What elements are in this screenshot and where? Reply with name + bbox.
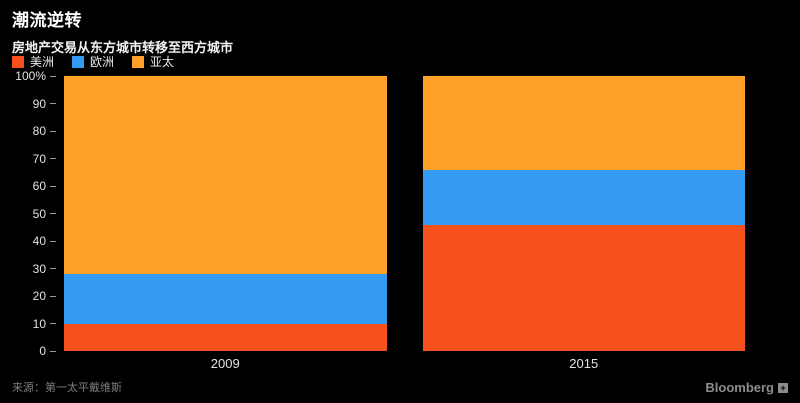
y-tick-mark: [50, 185, 56, 187]
y-tick: 70: [14, 152, 56, 166]
y-tick: 30: [14, 262, 56, 276]
y-tick-label: 60: [32, 179, 46, 193]
y-tick-mark: [50, 103, 56, 104]
chart-header: 潮流逆转 房地产交易从东方城市转移至西方城市: [12, 6, 233, 56]
bar-segment-美洲: [422, 224, 745, 351]
y-tick-label: 70: [32, 151, 46, 166]
y-axis: 0 10 20 30 40 50 60 70 80 90 100%: [0, 69, 56, 358]
bar-segment-亚太: [64, 76, 387, 274]
y-tick-mark: [50, 268, 56, 269]
y-tick-label: 40: [32, 234, 46, 248]
y-tick: 20: [14, 289, 56, 303]
legend-label: 欧洲: [90, 55, 115, 69]
y-tick-mark: [50, 213, 56, 214]
bar-segment-亚太: [422, 76, 745, 170]
stacked-bar-2009: [64, 76, 387, 351]
source-text: 来源：第一太平戴维斯: [12, 382, 122, 394]
y-tick-label: 10: [32, 316, 46, 331]
y-tick-label: 90: [32, 96, 46, 111]
legend-label: 亚太: [150, 55, 175, 69]
y-tick-label: 30: [32, 261, 46, 276]
legend-item: 欧洲: [72, 53, 114, 70]
y-tick: 100%: [14, 69, 56, 83]
y-tick: 80: [14, 124, 56, 138]
x-axis: 2009 2015: [64, 356, 745, 371]
y-tick: 90: [14, 97, 56, 111]
stacked-bar-2015: [422, 76, 745, 351]
y-tick-mark: [50, 323, 56, 324]
y-tick-label: 80: [32, 124, 46, 138]
y-tick: 10: [14, 317, 56, 331]
y-tick-label: 100%: [15, 69, 46, 83]
y-tick-mark: [50, 130, 56, 132]
plot: [64, 76, 745, 351]
bloomberg-box-icon: [778, 382, 788, 393]
legend-item: 亚太: [132, 53, 174, 70]
legend-swatch: [132, 55, 145, 68]
bloomberg-logo: Bloomberg: [705, 380, 788, 395]
bar-segment-欧洲: [64, 274, 387, 324]
bloomberg-wordmark: Bloomberg: [705, 380, 774, 395]
y-tick: 40: [14, 234, 56, 248]
legend-swatch: [72, 55, 85, 68]
chart-subtitle: 房地产交易从东方城市转移至西方城市: [12, 40, 234, 55]
legend-item: 美洲: [12, 53, 54, 70]
y-tick: 50: [14, 207, 56, 221]
x-axis-label: 2009: [210, 356, 240, 371]
chart-area: 0 10 20 30 40 50 60 70 80 90 100%: [0, 69, 745, 358]
y-tick-label: 0: [39, 344, 46, 358]
y-tick: 60: [14, 179, 56, 193]
y-tick-label: 50: [32, 206, 46, 221]
bar-segment-美洲: [64, 323, 387, 351]
chart-footer: 来源：第一太平戴维斯 Bloomberg: [12, 379, 788, 395]
y-tick: 0: [14, 344, 56, 358]
y-tick-mark: [50, 75, 56, 77]
y-tick-mark: [50, 350, 56, 352]
legend-swatch: [12, 55, 24, 68]
y-tick-mark: [50, 158, 56, 159]
chart-title: 潮流逆转: [12, 11, 82, 30]
y-tick-mark: [50, 295, 56, 297]
y-tick-mark: [50, 240, 56, 242]
chart-legend: 美洲 欧洲 亚太: [12, 53, 174, 70]
y-tick-label: 20: [32, 289, 46, 303]
legend-label: 美洲: [30, 55, 55, 69]
bar-segment-欧洲: [422, 169, 745, 225]
x-axis-label: 2015: [569, 356, 599, 371]
plot-wrap: [64, 76, 745, 351]
